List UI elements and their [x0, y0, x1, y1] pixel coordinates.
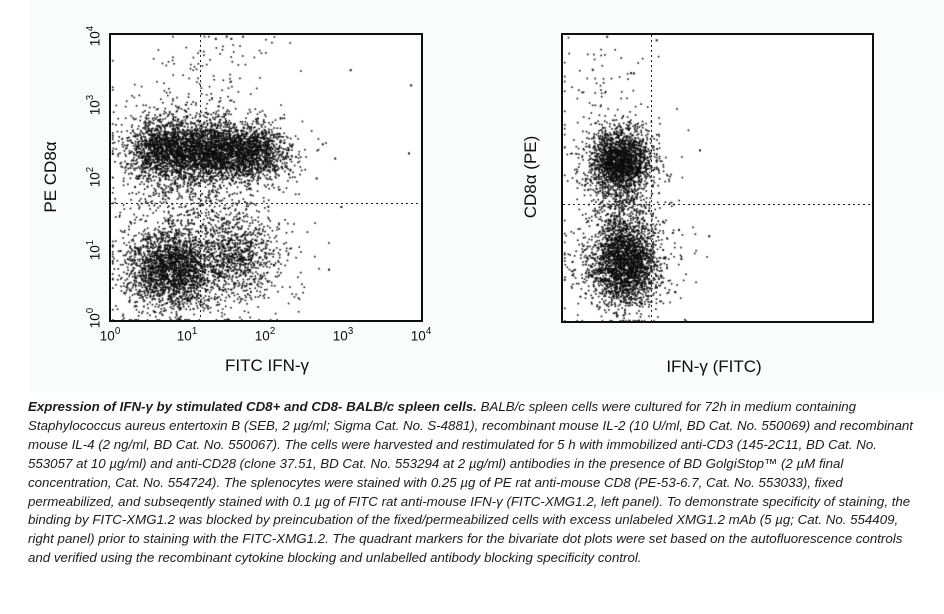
right-plot-quadrant-hline	[563, 203, 872, 205]
left-plot-x-tick-1e2: 102	[254, 326, 276, 344]
left-plot-y-tick-1e1: 101	[84, 239, 103, 261]
left-plot-x-tick-1e3: 103	[332, 326, 354, 344]
left-plot-y-tick-1e2: 102	[84, 166, 103, 188]
left-dot-plot-points	[111, 35, 421, 320]
right-dot-plot-points	[563, 35, 872, 321]
figure-caption: Expression of IFN-γ by stimulated CD8+ a…	[28, 398, 914, 568]
left-plot-y-tick-1e4: 104	[84, 25, 103, 47]
left-plot-x-axis-label: FITC IFN-γ	[224, 356, 310, 375]
right-plot-x-axis-label: IFN-γ (FITC)	[666, 357, 762, 376]
left-dot-plot	[109, 33, 423, 322]
left-plot-y-tick-1e3: 103	[84, 94, 103, 116]
left-plot-quadrant-vline	[199, 35, 201, 320]
right-plot-y-axis-label: CD8α (PE)	[521, 135, 540, 219]
left-plot-quadrant-hline	[111, 202, 421, 204]
right-dot-plot	[561, 33, 874, 323]
left-plot-x-tick-1e1: 101	[176, 326, 198, 344]
left-plot-x-tick-1e0: 100	[99, 326, 121, 344]
left-plot-y-axis-label: PE CD8α	[41, 141, 60, 213]
figure-caption-body: BALB/c spleen cells were cultured for 72…	[28, 399, 913, 566]
left-plot-y-tick-1e0: 100	[84, 307, 103, 329]
right-plot-quadrant-vline	[651, 35, 653, 321]
left-plot-x-tick-1e4: 104	[410, 326, 432, 344]
figure-caption-title: Expression of IFN-γ by stimulated CD8+ a…	[28, 399, 477, 414]
